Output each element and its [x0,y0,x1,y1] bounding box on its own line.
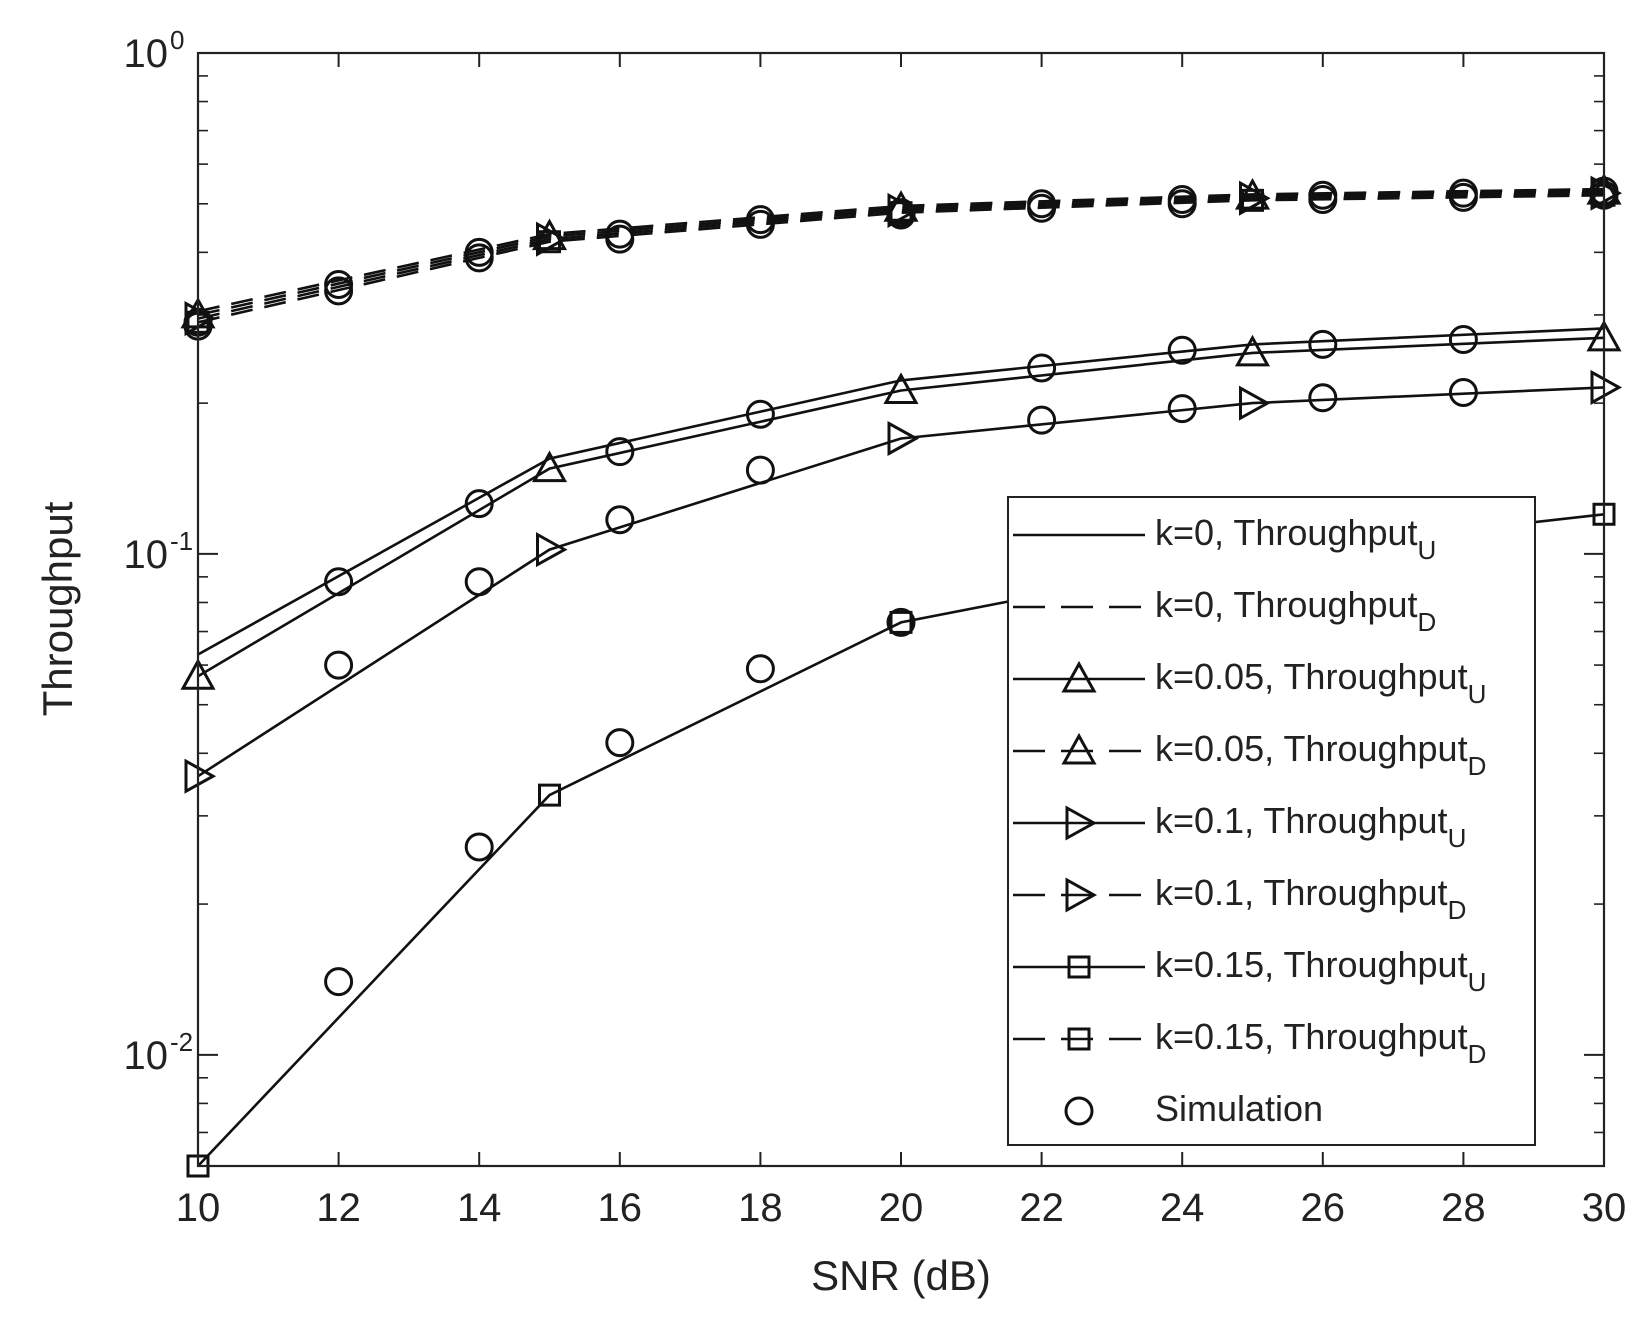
legend-marker [1061,660,1097,693]
simulation-point [324,650,354,680]
series-marker [887,420,920,457]
series-line [197,386,1605,778]
legend-subscript: U [1468,967,1487,997]
series-marker [538,783,561,807]
simulation-point [605,224,635,254]
simulation-point [464,832,494,862]
simulation-point [1167,394,1197,424]
series-marker [889,610,913,634]
series-layer [180,173,1623,1178]
x-tick-label: 12 [316,1186,361,1230]
y-tick-exponent: 0 [170,25,184,55]
simulation-point [464,567,494,597]
simulation-point [1448,182,1478,212]
x-axis-title: SNR (dB) [811,1252,991,1299]
x-tick-label: 18 [738,1186,783,1230]
simulation-point [324,567,354,597]
series-line [197,336,1605,678]
legend-subscript: D [1418,607,1437,637]
simulation-point [1027,353,1057,383]
x-tick-label: 10 [176,1186,221,1230]
simulation-point [886,200,916,230]
x-tick-label: 24 [1160,1186,1205,1230]
legend-marker [1064,1096,1094,1126]
simulation-point [1027,193,1057,223]
simulation-point [1448,324,1478,354]
x-tick-label: 14 [457,1186,502,1230]
simulation-point [745,654,775,684]
series-marker [1234,334,1271,367]
legend-subscript: U [1448,823,1467,853]
series-marker [883,372,919,404]
simulation-point [324,967,354,997]
simulation-point [1027,405,1057,435]
series-marker [1590,369,1623,405]
simulation-point [745,209,775,239]
x-tick-label: 30 [1582,1186,1627,1230]
series-marker [1239,385,1271,421]
legend-subscript: U [1418,535,1437,565]
series-line [197,191,1605,320]
legend-box [1007,496,1536,1146]
simulation-point [464,489,494,519]
legend-subscript: D [1448,895,1467,925]
x-tick-label: 22 [1019,1186,1064,1230]
series-marker [1241,188,1264,212]
legend-subscript: D [1468,1039,1487,1069]
simulation-point [324,276,354,306]
simulation-point [605,505,635,535]
plot-frame [196,51,1606,1168]
series-marker [184,758,217,794]
legend-label: Simulation [1155,1088,1323,1129]
simulation-point [1308,383,1338,413]
legend-subscript: U [1468,679,1487,709]
series-line [197,194,1605,324]
series-marker [536,532,568,568]
legend-subscript: D [1468,751,1487,781]
legend-marker [1065,805,1098,841]
series-line [197,327,1605,656]
legend-marker [1065,877,1098,913]
simulation-point [1448,378,1478,408]
series-line [197,189,1605,317]
y-tick-label: 10 [124,1034,169,1078]
legend-marker [1067,955,1091,979]
simulation-point [745,455,775,485]
series-marker [538,230,561,254]
legend-marker [1061,732,1097,765]
series-line [197,187,1605,313]
x-tick-label: 20 [879,1186,924,1230]
simulation-point [1167,335,1197,365]
simulation-point [1167,189,1197,219]
y-tick-label: 10 [124,533,169,577]
x-tick-label: 16 [598,1186,643,1230]
y-axis-title: Throughput [34,501,81,716]
simulation-point [605,728,635,758]
simulation-point [1308,184,1338,214]
simulation-point [1308,329,1338,359]
y-tick-exponent: -2 [170,1027,193,1057]
x-tick-label: 28 [1441,1186,1486,1230]
y-tick-exponent: -1 [170,526,193,556]
simulation-point [745,399,775,429]
legend-marker [1067,1027,1091,1051]
series-marker [531,450,568,483]
simulation-point [886,607,916,637]
x-tick-label: 26 [1301,1186,1346,1230]
y-tick-label: 10 [124,32,169,76]
simulation-point [605,437,635,467]
simulation-point [464,243,494,273]
